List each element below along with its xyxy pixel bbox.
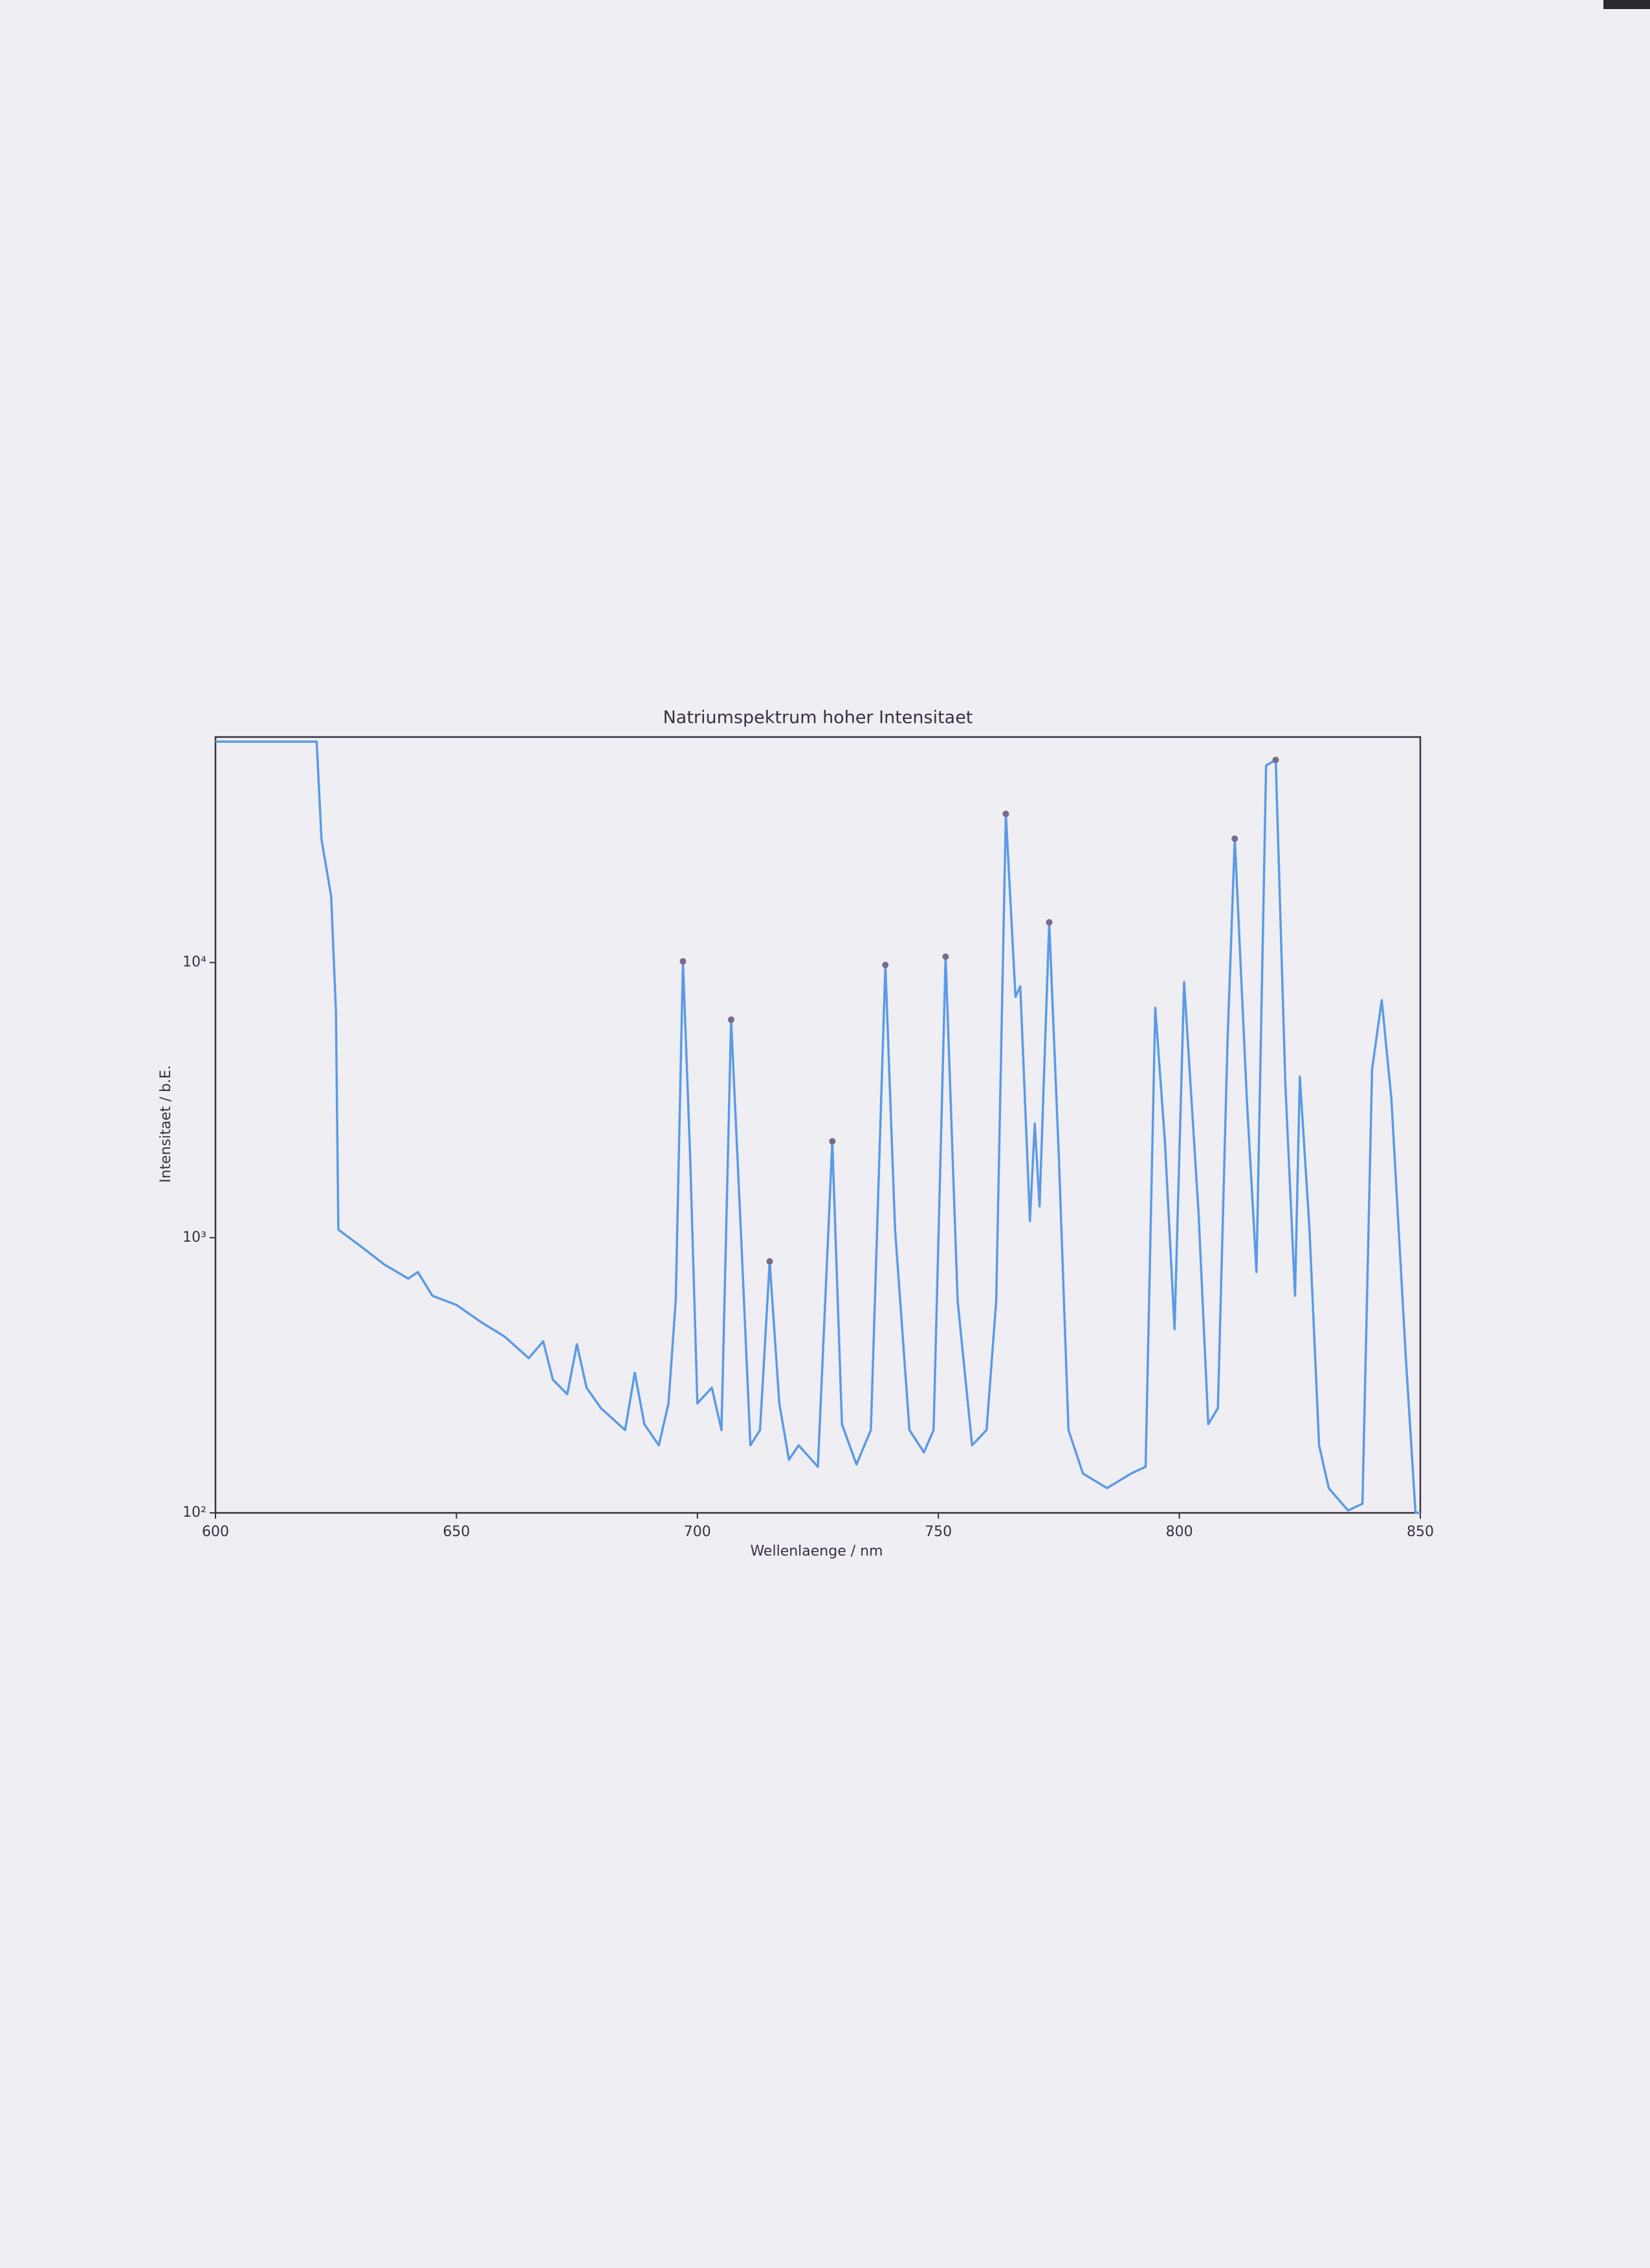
scan-edge <box>1603 0 1650 9</box>
y-axis-label: Intensitaet / b.E. <box>158 1065 174 1183</box>
peak-marker <box>882 962 889 969</box>
y-tick-label: 10³ <box>182 1229 206 1246</box>
peak-marker <box>1002 810 1009 817</box>
peak-marker <box>1046 919 1053 926</box>
y-tick-label: 10⁴ <box>182 954 206 971</box>
peak-marker <box>766 1258 773 1265</box>
spectrum-line <box>215 740 1420 1514</box>
x-tick-label: 800 <box>1166 1524 1193 1540</box>
x-tick-label: 650 <box>443 1524 470 1540</box>
peak-marker <box>679 958 687 965</box>
x-tick-label: 850 <box>1407 1524 1434 1540</box>
y-tick-label: 10² <box>182 1504 206 1521</box>
peak-marker <box>1231 835 1238 842</box>
x-tick-label: 750 <box>925 1524 952 1540</box>
peak-marker <box>829 1138 836 1145</box>
x-tick-label: 600 <box>202 1524 229 1540</box>
x-tick-label: 700 <box>684 1524 711 1540</box>
x-axis-label: Wellenlaenge / nm <box>750 1543 883 1559</box>
peak-marker <box>942 953 949 960</box>
plot-frame <box>214 736 1422 1514</box>
peak-marker <box>727 1016 734 1023</box>
peak-marker <box>1272 756 1279 764</box>
chart-title: Natriumspektrum hoher Intensitaet <box>663 708 973 728</box>
